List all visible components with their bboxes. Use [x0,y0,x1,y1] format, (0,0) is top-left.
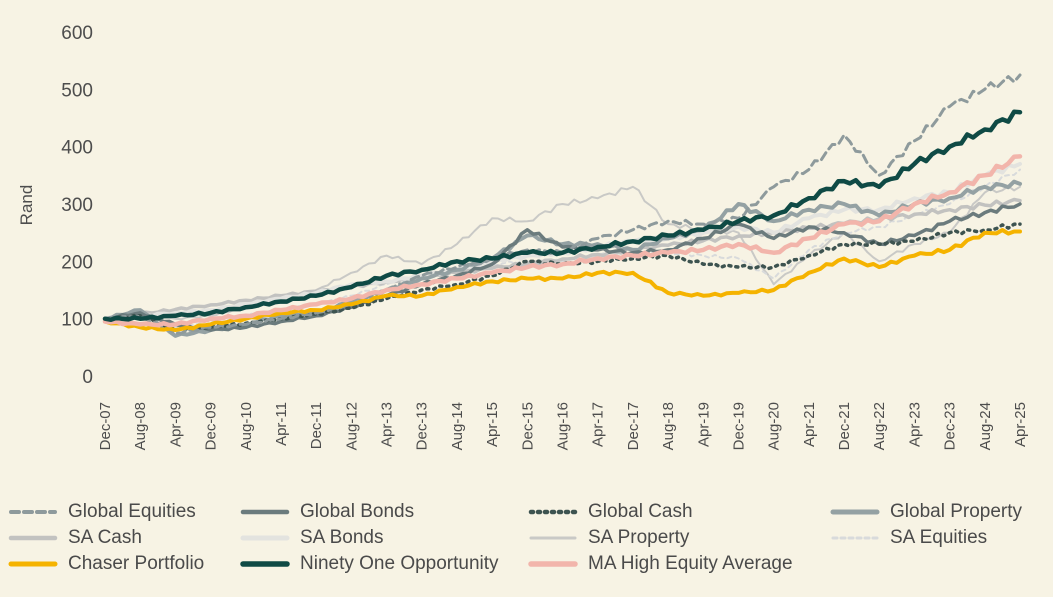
chart-legend: Global Equities Global Bonds Global Cash Gl… [8,499,1053,577]
y-tick-label: 400 [61,138,93,159]
y-tick-label: 600 [61,23,93,44]
legend-label: Ninety One Opportunity [300,553,499,574]
legend-swatch-icon [240,561,290,567]
line-chart: Rand 0 100 200 300 400 500 600 Dec-07 Aug-08 Apr… [17,23,1029,450]
legend-item: Global Equities [8,499,240,525]
legend-swatch-icon [8,561,58,567]
legend-label: SA Cash [68,527,142,548]
legend-label: Global Property [890,501,1023,522]
x-tick-label: Apr-23 [906,402,923,447]
x-tick-label: Aug-16 [555,402,572,450]
legend-swatch-icon [240,509,290,515]
legend-swatch-icon [831,536,879,540]
legend-label: SA Equities [890,527,988,548]
series-line-global-bonds [103,202,1022,332]
legend-label: Global Cash [588,501,693,522]
legend-item: Global Property [830,499,1050,525]
legend-item: SA Equities [830,525,1050,551]
y-axis-label: Rand [17,185,36,226]
y-tick-label: 200 [61,252,93,273]
x-axis-ticks: Dec-07 Aug-08 Apr-09 Dec-09 Aug-10 Apr-11 Dec-… [97,402,1029,450]
series-line-global-cash [103,222,1022,332]
legend-swatch-icon [528,561,578,567]
x-tick-label: Dec-15 [519,402,536,450]
x-tick-label: Aug-18 [660,402,677,450]
legend-swatch-icon [830,509,880,515]
series-line-sa-bonds [103,161,1022,321]
legend-swatch-icon [529,536,577,540]
x-tick-label: Apr-11 [273,402,290,446]
legend-item: SA Property [528,525,830,551]
y-tick-label: 0 [82,367,93,388]
x-tick-label: Apr-15 [484,402,501,447]
x-tick-label: Apr-25 [1012,402,1029,447]
x-tick-label: Aug-10 [238,402,255,450]
x-tick-label: Aug-12 [343,402,360,450]
y-tick-label: 300 [61,195,93,216]
legend-label: MA High Equity Average [588,553,793,574]
legend-item: SA Bonds [240,525,528,551]
legend-item: Global Bonds [240,499,528,525]
x-tick-label: Apr-17 [590,402,607,447]
x-tick-label: Dec-19 [730,402,747,450]
legend-item: Chaser Portfolio [8,551,240,577]
legend-label: Chaser Portfolio [68,553,205,574]
legend-swatch-icon [240,535,290,541]
y-tick-label: 100 [61,310,93,331]
x-tick-label: Dec-17 [625,402,642,450]
legend-item: Ninety One Opportunity [240,551,528,577]
x-tick-label: Aug-20 [766,402,783,450]
y-tick-label: 500 [61,80,93,101]
series-line-ninety-one-opportunity [102,109,1023,323]
x-tick-label: Dec-09 [203,402,220,450]
series-lines [102,73,1023,338]
x-tick-label: Aug-14 [449,402,466,450]
x-tick-label: Apr-21 [801,402,818,447]
series-line-sa-equities [104,168,1021,329]
legend-label: Global Equities [68,501,196,522]
x-tick-label: Aug-08 [132,402,149,450]
x-tick-label: Dec-07 [97,402,114,450]
legend-swatch-icon [8,535,58,541]
legend-label: Global Bonds [300,501,415,522]
x-tick-label: Dec-21 [836,402,853,450]
legend-item: MA High Equity Average [528,551,830,577]
x-tick-label: Dec-23 [942,402,959,450]
x-tick-label: Apr-19 [695,402,712,447]
x-tick-label: Dec-13 [414,402,431,450]
x-tick-label: Dec-11 [308,402,325,449]
x-tick-label: Apr-13 [379,402,396,447]
legend-item: SA Cash [8,525,240,551]
legend-label: SA Bonds [300,527,384,548]
series-line-chaser-portfolio [103,228,1022,333]
legend-swatch-icon [528,509,578,515]
legend-item: Global Cash [528,499,830,525]
y-axis-ticks: 0 100 200 300 400 500 600 [61,23,93,388]
x-tick-label: Aug-22 [871,402,888,450]
series-line-ma-high-equity-average [102,154,1023,328]
legend-swatch-icon [9,510,57,514]
x-tick-label: Aug-24 [977,402,994,450]
x-tick-label: Apr-09 [167,402,184,447]
legend-label: SA Property [588,527,690,548]
